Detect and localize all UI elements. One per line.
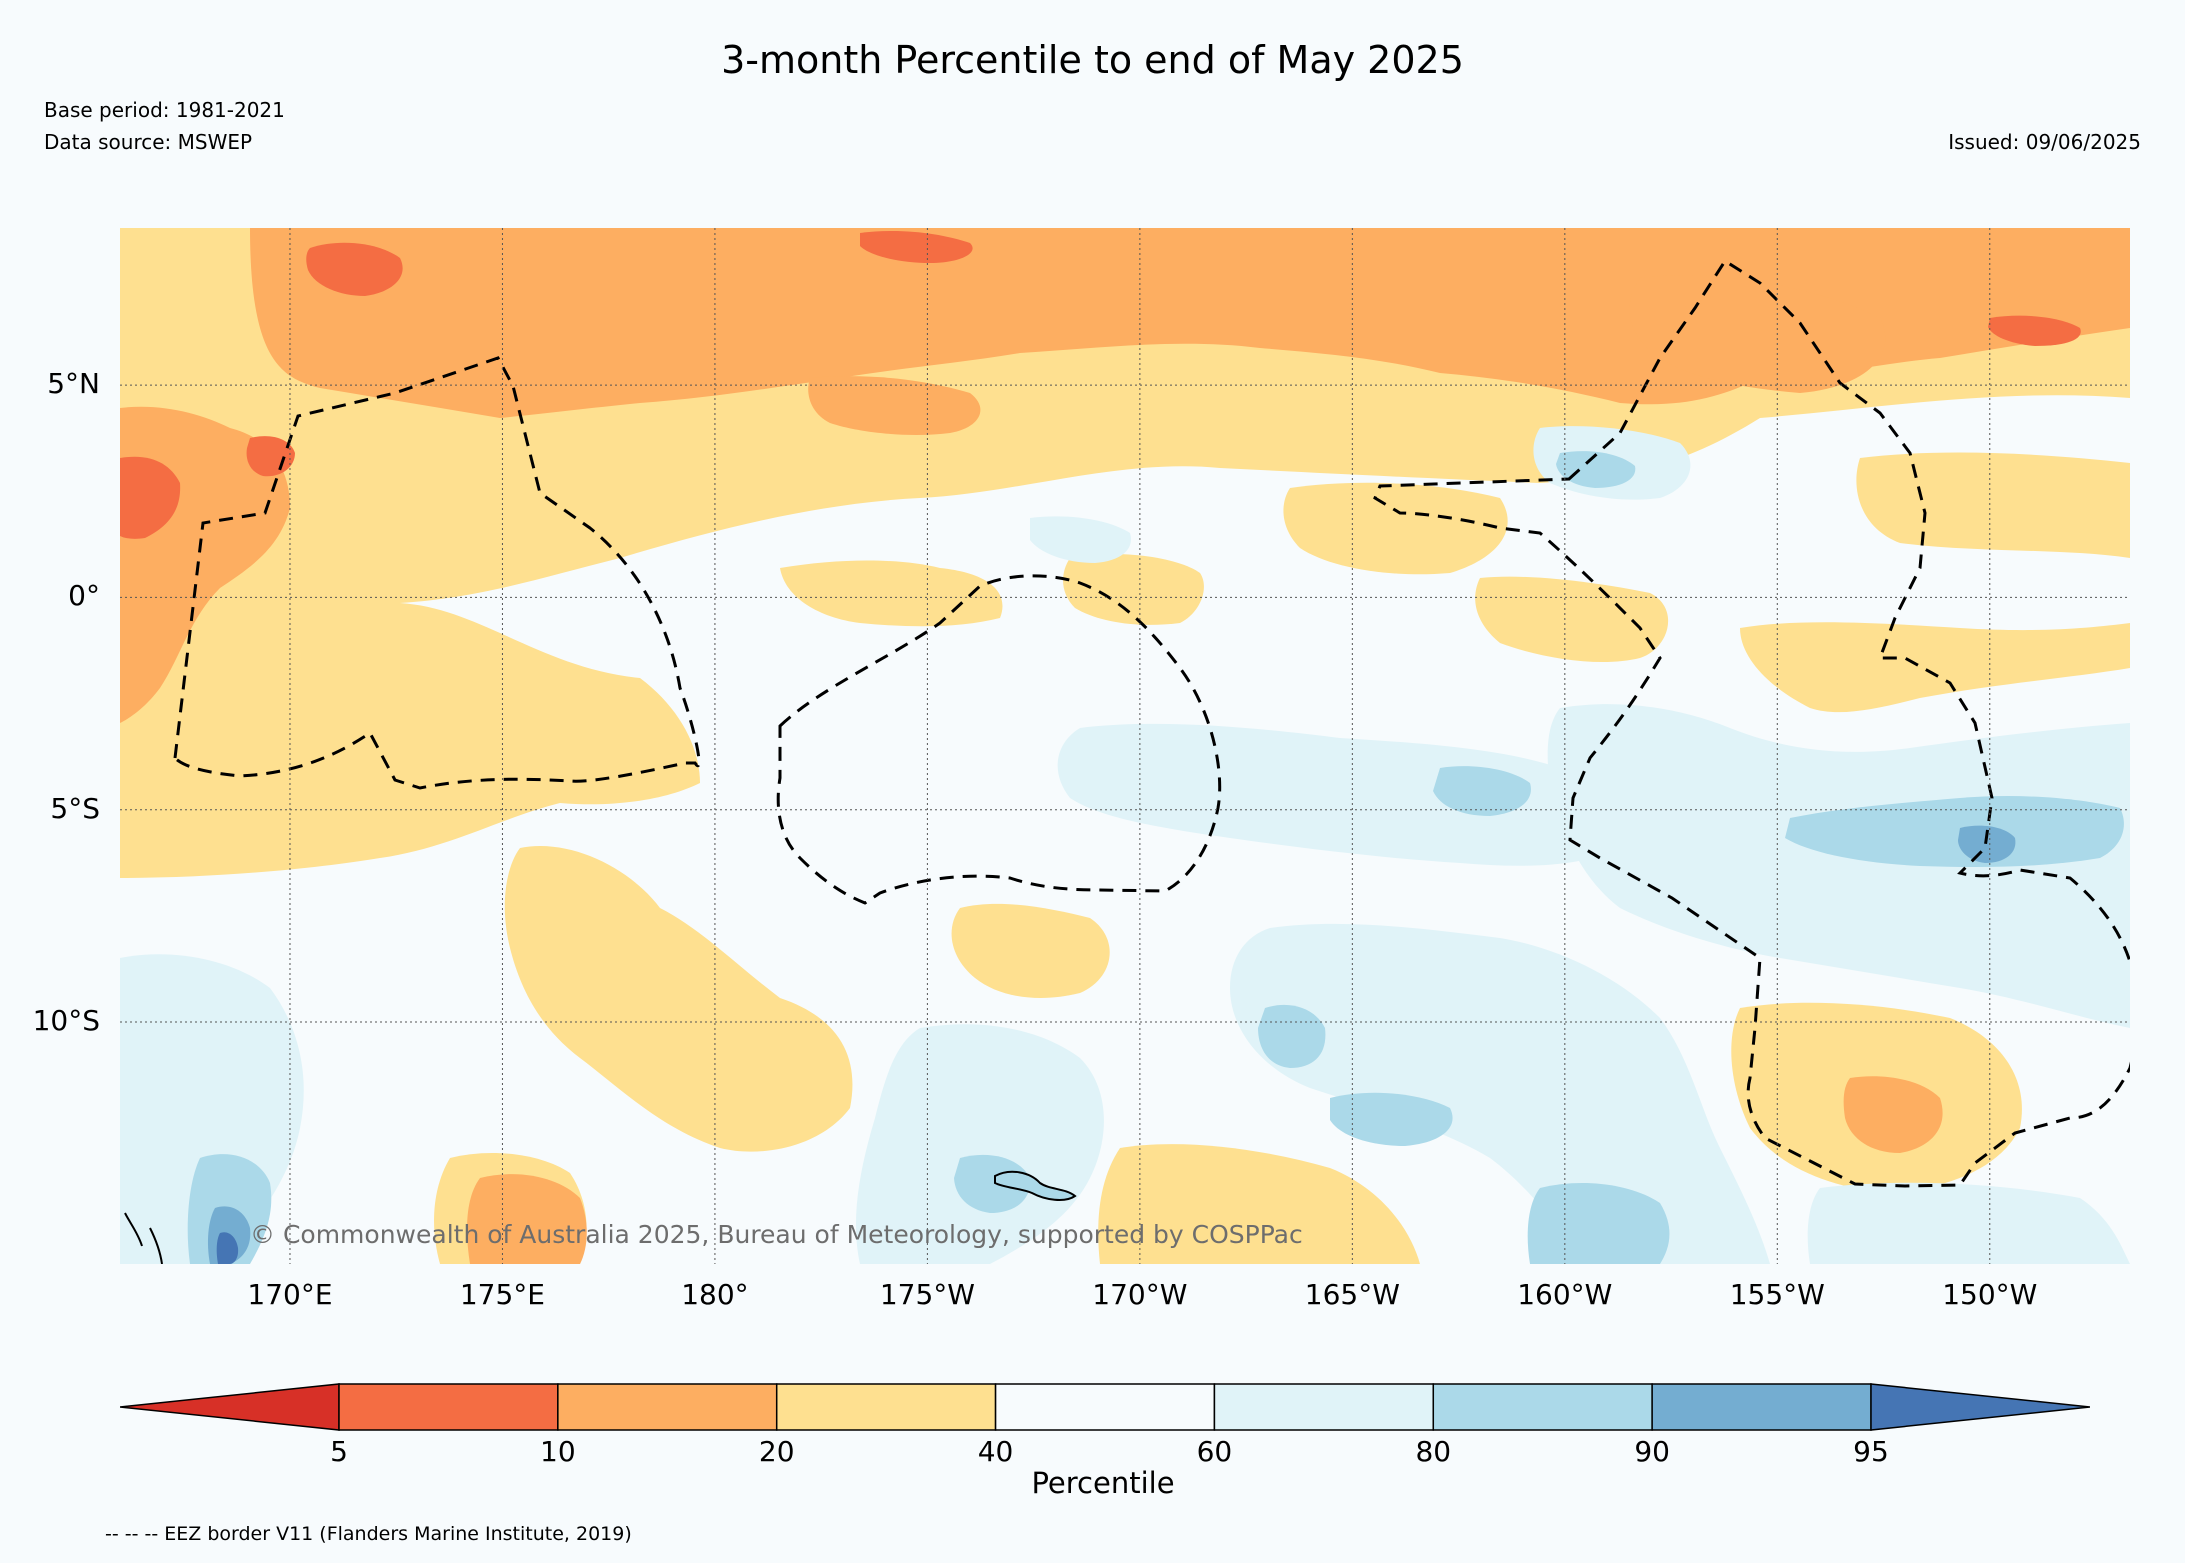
gridlines — [120, 228, 2130, 1264]
region-20-40-east-c — [1475, 576, 1669, 663]
colorbar-segment-6 — [1651, 1383, 1872, 1431]
colorbar — [120, 1383, 2090, 1431]
colorbar-tick-0: 5 — [330, 1435, 348, 1468]
region-20-40-east-a — [1283, 482, 1508, 575]
lon-label-3: 175°W — [879, 1278, 975, 1311]
colorbar-tick-7: 95 — [1853, 1435, 1889, 1468]
copyright-watermark: © Commonwealth of Australia 2025, Bureau… — [250, 1220, 1303, 1249]
colorbar-segment-3 — [994, 1383, 1216, 1431]
colorbar-tick-4: 60 — [1196, 1435, 1233, 1468]
region-5-10-west — [120, 456, 181, 539]
region-20-40-south-west — [504, 846, 853, 1152]
region-60-80-north-b — [1030, 516, 1131, 563]
eez-borders — [173, 258, 2130, 1188]
region-90-95-east — [1958, 825, 2016, 863]
region-80-90-east — [1785, 796, 2124, 868]
region-10-20-north-east — [1629, 275, 1886, 393]
lat-label-3: 10°S — [32, 1003, 100, 1037]
region-60-80-south — [1230, 923, 1770, 1264]
region-20-40-west — [120, 601, 700, 878]
colorbar-segment-0 — [338, 1383, 559, 1431]
region-10-20-north-bar — [808, 376, 981, 435]
lat-label-2: 5°S — [50, 791, 100, 825]
colorbar-extend-high — [1870, 1383, 2090, 1431]
map-canvas — [120, 228, 2130, 1264]
region-10-20-south-east-a — [1843, 1076, 1943, 1153]
data-source: Data source: MSWEP — [44, 130, 253, 154]
lon-label-0: 170°E — [247, 1278, 333, 1311]
lon-label-5: 165°W — [1304, 1278, 1400, 1311]
colorbar-tick-3: 40 — [977, 1435, 1014, 1468]
region-80-90-south-b — [1330, 1092, 1453, 1146]
lon-label-2: 180° — [681, 1278, 749, 1311]
region-20-40-east-d — [1740, 622, 2130, 713]
region-5-10-north-b — [860, 231, 973, 263]
eez-border-tokelau-phoenix — [776, 574, 1222, 905]
colorbar-segments — [120, 1383, 2090, 1431]
region-5-10-north-c — [1988, 315, 2081, 346]
region-10-20-south-bottom — [467, 1174, 587, 1264]
region-60-80-bottom-east — [1807, 1182, 2130, 1264]
colorbar-tick-6: 90 — [1634, 1435, 1670, 1468]
colorbar-tick-1: 10 — [540, 1435, 576, 1468]
lon-label-8: 150°W — [1942, 1278, 2038, 1311]
base-period: Base period: 1981-2021 — [44, 98, 285, 122]
coastline-west — [124, 1212, 163, 1264]
region-80-90-bottom — [1527, 1183, 1670, 1264]
percentile-map: © Commonwealth of Australia 2025, Bureau… — [120, 228, 2130, 1264]
coastline-island — [994, 1170, 1077, 1201]
region-20-40-south-bottom — [1098, 1144, 1420, 1264]
region-80-90-south — [1258, 1004, 1326, 1068]
lon-label-7: 155°W — [1729, 1278, 1825, 1311]
eez-border-kiribati-gilbert — [173, 356, 701, 790]
region-20-40-south-mid — [951, 903, 1110, 998]
region-20-40-central-a — [780, 560, 1003, 627]
region-gt95-bottom-west — [216, 1232, 239, 1264]
lat-label-1: 0° — [68, 579, 100, 613]
colorbar-segment-4 — [1213, 1383, 1435, 1431]
region-5-10-west-b — [246, 436, 295, 477]
eez-legend-note: -- -- -- EEZ border V11 (Flanders Marine… — [105, 1523, 632, 1545]
region-80-90-north — [1556, 451, 1636, 488]
lon-label-1: 175°E — [459, 1278, 546, 1311]
map-title: 3-month Percentile to end of May 2025 — [721, 38, 1464, 82]
colorbar-tick-2: 20 — [758, 1435, 795, 1468]
lon-label-6: 160°W — [1517, 1278, 1613, 1311]
colorbar-label: Percentile — [1031, 1466, 1175, 1500]
colorbar-segment-5 — [1432, 1383, 1653, 1431]
region-80-90-bottom-mid — [954, 1154, 1031, 1213]
colorbar-tick-5: 80 — [1415, 1435, 1452, 1468]
colorbar-extend-low — [120, 1383, 340, 1431]
region-5-10-north-a — [306, 242, 403, 296]
region-60-80-east — [1547, 704, 2130, 1028]
region-20-40-east-b — [1856, 452, 2130, 558]
region-10-20-north — [250, 228, 2130, 418]
region-20-40-central-b — [1063, 553, 1204, 625]
region-80-90-central — [1433, 766, 1531, 816]
eez-border-line-islands — [1373, 258, 2130, 1188]
colorbar-segment-1 — [557, 1383, 778, 1431]
region-60-80-south-west — [855, 1024, 1104, 1264]
region-60-80-central — [1057, 723, 1628, 866]
colorbar-segment-2 — [775, 1383, 997, 1431]
lat-label-0: 5°N — [47, 367, 100, 401]
lon-label-4: 170°W — [1092, 1278, 1188, 1311]
issued-date: Issued: 09/06/2025 — [1948, 130, 2141, 154]
